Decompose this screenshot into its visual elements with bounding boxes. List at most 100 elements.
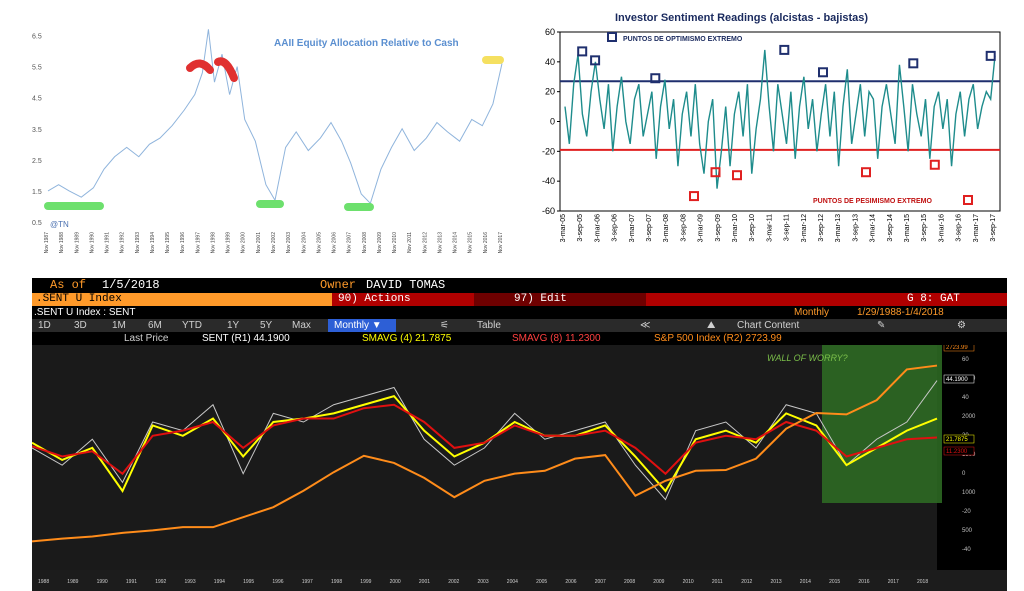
aaii-x-tick: Nov 1998 bbox=[210, 232, 216, 254]
range-toolbar: 1D 3D 1M 6M YTD 1Y 5Y Max Monthly ▼ ⚟ Ta… bbox=[32, 319, 1007, 332]
sentiment-y-tick: 40 bbox=[545, 57, 555, 67]
pessimism-marker bbox=[861, 167, 871, 178]
aaii-chart-panel: 0.5 1.5 2.5 3.5 4.5 5.5 6.5 Nov 1987 Nov 1988 No… bbox=[30, 0, 510, 262]
range-button-ytd[interactable]: YTD bbox=[182, 320, 202, 331]
collapse-icon[interactable]: ≪ bbox=[640, 320, 651, 331]
bloomberg-x-tick: 2014 bbox=[800, 579, 811, 585]
bloomberg-x-tick: 2000 bbox=[390, 579, 401, 585]
bloomberg-terminal-panel: As of 1/5/2018 Owner DAVID TOMAS .SENT U… bbox=[32, 278, 1007, 591]
sentiment-y-tick: 20 bbox=[545, 87, 555, 97]
aaii-x-tick: Nov 2005 bbox=[316, 232, 322, 254]
period-label: Monthly bbox=[794, 307, 830, 318]
sentiment-x-tick: 3-sep-13 bbox=[852, 214, 859, 242]
sentiment-series-line bbox=[564, 49, 996, 189]
as-of-label: As of bbox=[50, 278, 87, 292]
bloomberg-x-tick: 1991 bbox=[126, 579, 137, 585]
date-range-field[interactable]: 1/29/1988-1/4/2018 bbox=[857, 307, 944, 318]
aaii-x-axis: Nov 1987 Nov 1988 Nov 1989 Nov 1990 Nov 1991… bbox=[44, 232, 504, 254]
sentiment-x-tick: 3-mar-11 bbox=[766, 214, 773, 242]
bloomberg-x-tick: 2015 bbox=[829, 579, 840, 585]
sentiment-x-tick: 3-sep-06 bbox=[612, 214, 619, 242]
range-button-5y[interactable]: 5Y bbox=[260, 320, 273, 331]
aaii-y-tick: 1.5 bbox=[32, 189, 42, 196]
bloomberg-x-tick: 2001 bbox=[419, 579, 430, 585]
chart-type-icon[interactable]: ⚟ bbox=[440, 320, 449, 331]
aaii-x-tick: Nov 1992 bbox=[120, 232, 126, 254]
pencil-icon[interactable]: ✎ bbox=[877, 320, 886, 331]
sentiment-x-tick: 3-mar-07 bbox=[629, 214, 636, 243]
range-button-max[interactable]: Max bbox=[292, 320, 311, 331]
sentiment-x-tick: 3-mar-10 bbox=[732, 214, 739, 243]
range-button-1d[interactable]: 1D bbox=[38, 320, 51, 331]
chart-content-icon[interactable]: ⛰ bbox=[707, 320, 716, 331]
aaii-x-tick: Nov 2017 bbox=[498, 232, 504, 254]
optimism-marker bbox=[779, 44, 790, 55]
aaii-y-tick: 4.5 bbox=[32, 96, 42, 103]
range-button-1y[interactable]: 1Y bbox=[227, 320, 240, 331]
aaii-y-tick: 3.5 bbox=[32, 127, 42, 134]
bloomberg-x-tick: 2017 bbox=[888, 579, 899, 585]
aaii-watermark: @TN bbox=[50, 220, 69, 229]
chart-content-button[interactable]: Chart Content bbox=[737, 320, 800, 331]
bloomberg-plot-area bbox=[32, 345, 937, 570]
wall-of-worry-annotation: WALL OF WORRY? bbox=[767, 353, 848, 363]
aaii-peak-highlight bbox=[214, 57, 238, 82]
bloomberg-x-tick: 1993 bbox=[185, 579, 196, 585]
owner-field[interactable]: DAVID TOMAS bbox=[366, 278, 446, 292]
aaii-x-tick: Nov 1994 bbox=[150, 232, 156, 254]
optimism-marker bbox=[650, 73, 661, 84]
bloomberg-axis-tick: 1000 bbox=[962, 490, 976, 496]
optimism-marker bbox=[985, 50, 996, 61]
legend-sent: SENT (R1) 44.1900 bbox=[202, 333, 290, 344]
bloomberg-axis-tick: -20 bbox=[962, 509, 971, 515]
gear-icon[interactable]: ⚙ bbox=[957, 320, 966, 331]
sentiment-y-tick: -40 bbox=[542, 176, 555, 186]
bloomberg-x-tick: 2003 bbox=[478, 579, 489, 585]
sentiment-x-tick: 3-mar-12 bbox=[801, 214, 808, 243]
actions-menu[interactable]: 90) Actions bbox=[338, 293, 411, 305]
table-button[interactable]: Table bbox=[477, 320, 501, 331]
as-of-date-field[interactable]: 1/5/2018 bbox=[102, 278, 160, 292]
bloomberg-x-tick: 2004 bbox=[507, 579, 518, 585]
sentiment-chart-panel: Investor Sentiment Readings (alcistas - … bbox=[515, 0, 1020, 262]
range-button-3d[interactable]: 3D bbox=[74, 320, 87, 331]
sentiment-x-tick: 3-mar-08 bbox=[663, 214, 670, 243]
aaii-x-tick: Nov 1996 bbox=[180, 232, 186, 254]
optimism-marker bbox=[908, 58, 919, 69]
aaii-title: AAII Equity Allocation Relative to Cash bbox=[274, 38, 459, 49]
bloomberg-last-value-box bbox=[943, 374, 975, 384]
bloomberg-x-tick: 2009 bbox=[653, 579, 664, 585]
bloomberg-x-axis-bg bbox=[32, 570, 1007, 591]
sentiment-x-tick: 3-mar-15 bbox=[904, 214, 911, 243]
range-button-1m[interactable]: 1M bbox=[112, 320, 126, 331]
bloomberg-x-axis: 1988 1989 1990 1991 1992 1993 1994 1995 1996 1997… bbox=[32, 570, 1007, 591]
ticker-field[interactable]: .SENT U Index bbox=[32, 293, 332, 306]
range-button-6m[interactable]: 6M bbox=[148, 320, 162, 331]
sentiment-x-tick: 3-mar-17 bbox=[973, 214, 980, 243]
sentiment-x-tick: 3-mar-16 bbox=[938, 214, 945, 243]
bloomberg-chart: WALL OF WORRY? 60250040200020150001000-2… bbox=[32, 345, 1007, 591]
aaii-x-tick: Nov 2010 bbox=[392, 232, 398, 254]
sentiment-title: Investor Sentiment Readings (alcistas - … bbox=[615, 12, 868, 24]
aaii-x-tick: Nov 2007 bbox=[347, 232, 353, 254]
bloomberg-axis-tick: 500 bbox=[962, 528, 973, 534]
bloomberg-last-value-label: 2723.99 bbox=[946, 345, 968, 351]
bloomberg-x-tick: 2011 bbox=[712, 579, 723, 585]
bloomberg-x-tick: 1997 bbox=[302, 579, 313, 585]
bloomberg-x-tick: 1995 bbox=[243, 579, 254, 585]
aaii-x-tick: Nov 2008 bbox=[362, 232, 368, 254]
aaii-series-line bbox=[47, 29, 503, 205]
sentiment-extreme-markers bbox=[577, 44, 996, 202]
bloomberg-x-tick: 1989 bbox=[67, 579, 78, 585]
bloomberg-series-line bbox=[32, 364, 938, 543]
aaii-x-tick: Nov 2002 bbox=[271, 232, 277, 254]
frequency-dropdown[interactable]: Monthly ▼ bbox=[328, 319, 396, 332]
sentiment-chart: Investor Sentiment Readings (alcistas - … bbox=[542, 12, 1001, 243]
bloomberg-x-tick: 2018 bbox=[917, 579, 928, 585]
optimism-marker bbox=[577, 46, 588, 57]
pessimism-marker bbox=[689, 191, 699, 202]
aaii-x-tick: Nov 2015 bbox=[468, 232, 474, 254]
bloomberg-x-tick: 1998 bbox=[331, 579, 342, 585]
aaii-chart: 0.51.52.53.54.55.56.5 Nov 1987 Nov 1988 No… bbox=[32, 29, 504, 254]
edit-menu[interactable]: 97) Edit bbox=[474, 293, 646, 306]
